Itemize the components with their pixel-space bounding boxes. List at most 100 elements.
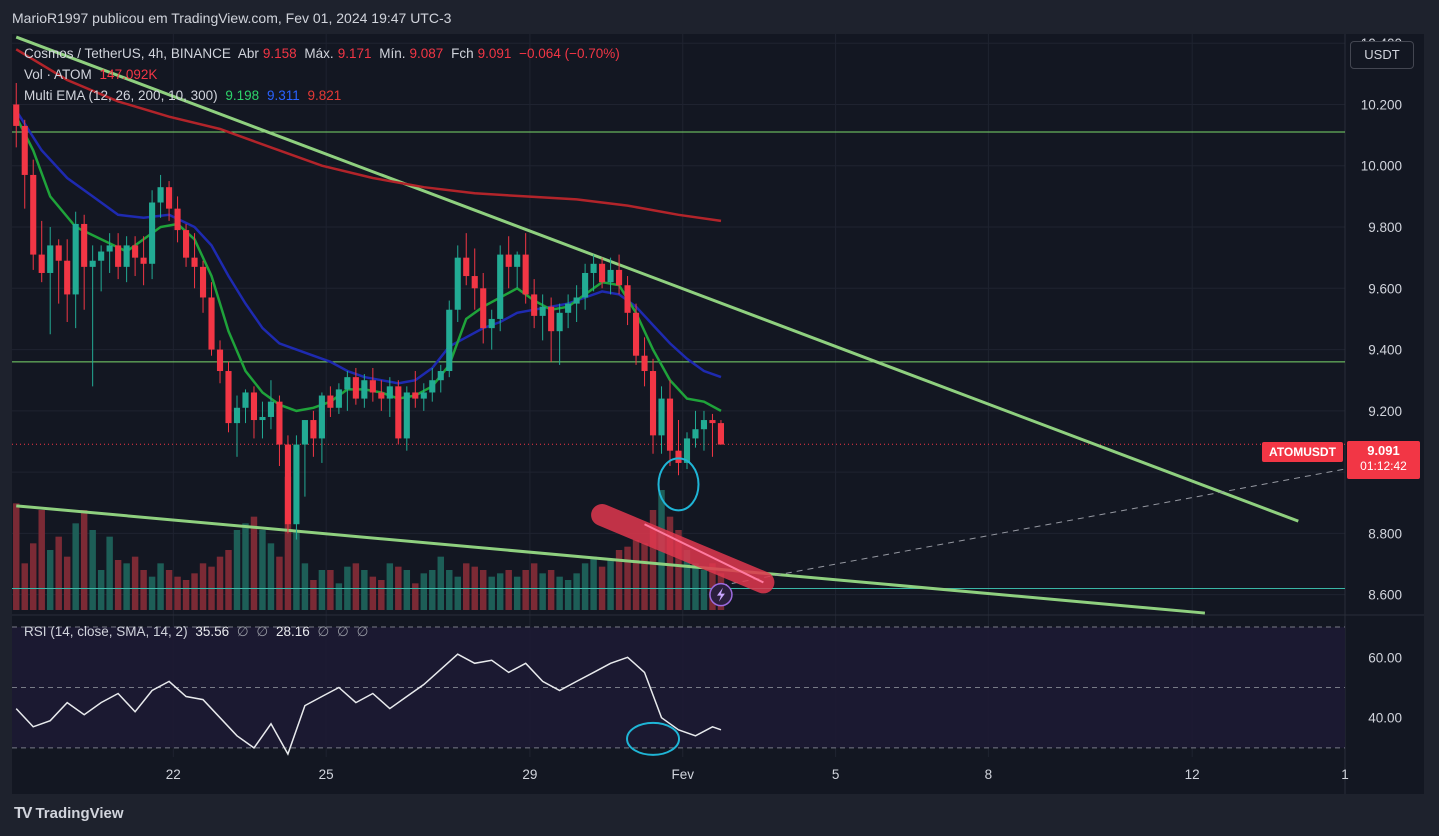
volume-bar xyxy=(21,563,28,610)
volume-bar xyxy=(530,563,538,610)
volume-bar xyxy=(437,556,444,610)
close-value: 9.091 xyxy=(477,46,512,61)
candle-body xyxy=(420,392,427,399)
volume-bar xyxy=(352,563,360,610)
volume-legend[interactable]: Vol · ATOM 147.092K xyxy=(24,67,161,82)
volume-bar xyxy=(420,573,428,610)
volume-bar xyxy=(46,550,54,610)
trendline xyxy=(16,504,1206,615)
symbol-legend[interactable]: Cosmos / TetherUS, 4h, BINANCE Abr 9.158 … xyxy=(24,46,624,61)
price-axis-label: 8.600 xyxy=(1368,588,1402,603)
high-value: 9.171 xyxy=(337,46,372,61)
volume-bar xyxy=(225,550,232,610)
candle-body xyxy=(666,398,674,451)
candle-body xyxy=(301,420,308,445)
volume-bar xyxy=(573,573,580,610)
last-price-tag: 9.091 01:12:42 xyxy=(1347,441,1420,479)
open-value: 9.158 xyxy=(262,46,297,61)
candle-body xyxy=(318,395,325,439)
candle-body xyxy=(556,312,563,332)
candle-body xyxy=(386,386,393,399)
candle-body xyxy=(395,386,402,439)
price-axis-label: 9.800 xyxy=(1368,220,1402,235)
candle-body xyxy=(344,377,351,390)
ema-label[interactable]: Multi EMA (12, 26, 200, 10, 300) xyxy=(24,88,218,103)
volume-bar xyxy=(641,543,648,610)
volume-bar xyxy=(301,563,309,610)
time-axis-label: 25 xyxy=(319,767,334,782)
candle-body xyxy=(624,285,631,313)
candle-body xyxy=(72,223,79,295)
ema-legend[interactable]: Multi EMA (12, 26, 200, 10, 300) 9.198 9… xyxy=(24,88,345,103)
symbol-title[interactable]: Cosmos / TetherUS, 4h, BINANCE xyxy=(24,46,231,61)
candle-body xyxy=(369,380,376,393)
volume-bar xyxy=(522,570,529,610)
rsi-label[interactable]: RSI (14, close, SMA, 14, 2) xyxy=(24,624,188,639)
volume-bar xyxy=(216,556,224,610)
rsi-axis-label: 60.00 xyxy=(1368,650,1402,665)
candle-body xyxy=(709,420,716,424)
volume-bar xyxy=(539,573,546,610)
volume-bar xyxy=(182,580,190,610)
candle-body xyxy=(412,392,419,399)
rsi-axis-label: 40.00 xyxy=(1368,711,1402,726)
ema3-value: 9.821 xyxy=(307,88,342,103)
currency-button[interactable]: USDT xyxy=(1350,41,1414,69)
volume-label[interactable]: Vol · ATOM xyxy=(24,67,92,82)
volume-bar xyxy=(556,576,563,610)
candle-body xyxy=(157,187,164,203)
bar-countdown: 01:12:42 xyxy=(1360,459,1407,473)
volume-bar xyxy=(378,580,385,610)
volume-bar xyxy=(624,546,631,610)
highlight-stroke-annotation xyxy=(591,504,775,594)
candle-body xyxy=(531,294,538,316)
volume-bar xyxy=(259,530,266,610)
candle-body xyxy=(335,389,342,408)
volume-bar xyxy=(199,563,207,610)
time-axis-label: Fev xyxy=(671,767,694,782)
candle-body xyxy=(505,254,512,267)
rsi-legend[interactable]: RSI (14, close, SMA, 14, 2) 35.56 ∅ ∅ 28… xyxy=(24,624,372,640)
chart-frame[interactable]: 10.40010.20010.0009.8009.6009.4009.2009.… xyxy=(12,34,1424,794)
candle-body xyxy=(30,174,37,255)
rsi-na-4: ∅ xyxy=(337,624,349,639)
candle-body xyxy=(683,438,691,463)
price-axis-label: 10.200 xyxy=(1361,97,1402,112)
volume-bar xyxy=(72,523,79,610)
candle-body xyxy=(361,380,368,399)
volume-bar xyxy=(581,563,589,610)
candle-body xyxy=(174,208,181,231)
volume-bar xyxy=(454,576,461,610)
candle-body xyxy=(242,392,249,408)
candle-body xyxy=(717,423,725,445)
volume-bar xyxy=(29,543,37,610)
rsi-value: 35.56 xyxy=(195,624,230,639)
candle-body xyxy=(599,263,606,283)
volume-bar xyxy=(55,536,62,610)
candle-body xyxy=(429,380,436,393)
symbol-price-tag: ATOMUSDT xyxy=(1262,442,1343,462)
close-label: Fch xyxy=(451,46,474,61)
candle-body xyxy=(199,266,207,298)
rsi-line xyxy=(15,653,722,756)
volume-bar xyxy=(479,570,487,610)
price-axis-label: 10.000 xyxy=(1361,159,1402,174)
projection-line xyxy=(720,468,1346,586)
volume-bar xyxy=(63,556,71,610)
volume-bar xyxy=(335,583,343,610)
volume-bar xyxy=(547,570,555,610)
candle-body xyxy=(590,263,597,273)
candle-body xyxy=(149,202,156,264)
candle-body xyxy=(352,377,359,399)
candle-body xyxy=(64,260,71,295)
candle-body xyxy=(641,355,648,372)
time-axis-label: 22 xyxy=(166,767,181,782)
volume-bar xyxy=(369,576,377,610)
chart-canvas[interactable]: 10.40010.20010.0009.8009.6009.4009.2009.… xyxy=(12,34,1424,794)
tradingview-logo[interactable]: TV TradingView xyxy=(14,805,124,823)
rsi-ma-value: 28.16 xyxy=(275,624,310,639)
price-axis-label: 9.200 xyxy=(1368,404,1402,419)
volume-bar xyxy=(242,523,249,610)
candle-body xyxy=(250,392,258,421)
volume-bar xyxy=(174,576,181,610)
